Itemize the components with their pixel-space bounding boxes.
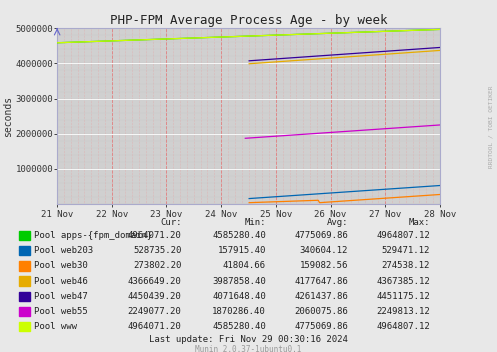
Text: 4451175.12: 4451175.12 — [376, 292, 430, 301]
Text: 4071648.40: 4071648.40 — [212, 292, 266, 301]
Text: Pool web203: Pool web203 — [34, 246, 93, 255]
Text: 41804.66: 41804.66 — [223, 262, 266, 270]
Text: 3987858.40: 3987858.40 — [212, 277, 266, 285]
Y-axis label: seconds: seconds — [2, 96, 12, 137]
Text: 4366649.20: 4366649.20 — [128, 277, 181, 285]
Text: Pool web55: Pool web55 — [34, 307, 87, 316]
Text: 528735.20: 528735.20 — [133, 246, 181, 255]
Text: 2060075.86: 2060075.86 — [294, 307, 348, 316]
Text: 2249077.20: 2249077.20 — [128, 307, 181, 316]
Bar — [19, 261, 30, 271]
Text: Pool web46: Pool web46 — [34, 277, 87, 285]
Text: Pool www: Pool www — [34, 322, 77, 331]
Text: 1870286.40: 1870286.40 — [212, 307, 266, 316]
Text: Pool apps-{fpm_domain}: Pool apps-{fpm_domain} — [34, 231, 152, 240]
Bar — [19, 322, 30, 331]
Bar — [19, 231, 30, 240]
Text: 4177647.86: 4177647.86 — [294, 277, 348, 285]
Text: 4964807.12: 4964807.12 — [376, 322, 430, 331]
Text: Munin 2.0.37-1ubuntu0.1: Munin 2.0.37-1ubuntu0.1 — [195, 345, 302, 352]
Text: Min:: Min: — [245, 218, 266, 227]
Text: 4367385.12: 4367385.12 — [376, 277, 430, 285]
Text: 273802.20: 273802.20 — [133, 262, 181, 270]
Text: 4775069.86: 4775069.86 — [294, 231, 348, 240]
Text: 159082.56: 159082.56 — [300, 262, 348, 270]
Text: 529471.12: 529471.12 — [382, 246, 430, 255]
Text: RRDTOOL / TOBI OETIKER: RRDTOOL / TOBI OETIKER — [489, 86, 494, 168]
Text: 4450439.20: 4450439.20 — [128, 292, 181, 301]
Text: 4964071.20: 4964071.20 — [128, 322, 181, 331]
Text: Avg:: Avg: — [327, 218, 348, 227]
Text: 4775069.86: 4775069.86 — [294, 322, 348, 331]
Text: 4261437.86: 4261437.86 — [294, 292, 348, 301]
Bar — [19, 291, 30, 301]
Title: PHP-FPM Average Process Age - by week: PHP-FPM Average Process Age - by week — [110, 14, 387, 27]
Bar — [19, 276, 30, 286]
Text: 157915.40: 157915.40 — [218, 246, 266, 255]
Text: 340604.12: 340604.12 — [300, 246, 348, 255]
Text: Max:: Max: — [409, 218, 430, 227]
Text: 4585280.40: 4585280.40 — [212, 231, 266, 240]
Text: 2249813.12: 2249813.12 — [376, 307, 430, 316]
Text: 4585280.40: 4585280.40 — [212, 322, 266, 331]
Text: 4964071.20: 4964071.20 — [128, 231, 181, 240]
Text: Last update: Fri Nov 29 00:30:16 2024: Last update: Fri Nov 29 00:30:16 2024 — [149, 334, 348, 344]
Text: Cur:: Cur: — [160, 218, 181, 227]
Bar — [19, 246, 30, 256]
Text: Pool web30: Pool web30 — [34, 262, 87, 270]
Bar — [19, 307, 30, 316]
Text: Pool web47: Pool web47 — [34, 292, 87, 301]
Text: 4964807.12: 4964807.12 — [376, 231, 430, 240]
Text: 274538.12: 274538.12 — [382, 262, 430, 270]
